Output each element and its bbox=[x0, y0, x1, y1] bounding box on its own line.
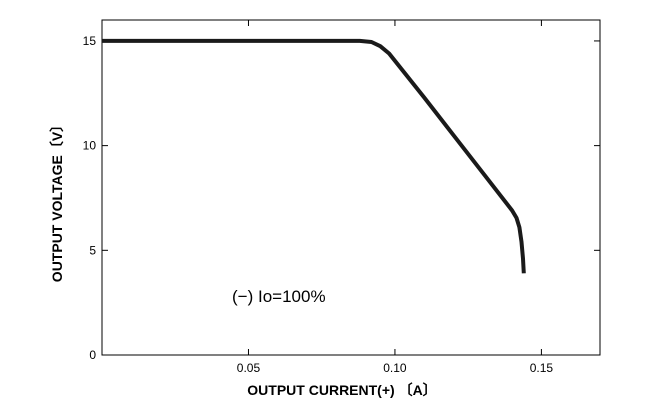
x-tick-label: 0.10 bbox=[383, 361, 407, 375]
ticks: 0.05 0.10 0.15 0 5 10 15 bbox=[83, 20, 600, 375]
annotation-label: (−) Io=100% bbox=[232, 287, 326, 306]
x-tick-label: 0.05 bbox=[237, 361, 261, 375]
y-tick-label: 10 bbox=[83, 139, 97, 153]
y-axis-title: OUTPUT VOLTAGE〔V〕 bbox=[49, 118, 65, 282]
y-tick-label: 15 bbox=[83, 34, 97, 48]
series-line bbox=[102, 38, 526, 274]
y-tick-label: 5 bbox=[89, 243, 96, 257]
x-axis-title: OUTPUT CURRENT(+) 〔A〕 bbox=[247, 382, 436, 398]
plot-frame bbox=[101, 19, 601, 356]
x-tick-label: 0.15 bbox=[530, 361, 554, 375]
y-tick-label: 0 bbox=[89, 348, 96, 362]
